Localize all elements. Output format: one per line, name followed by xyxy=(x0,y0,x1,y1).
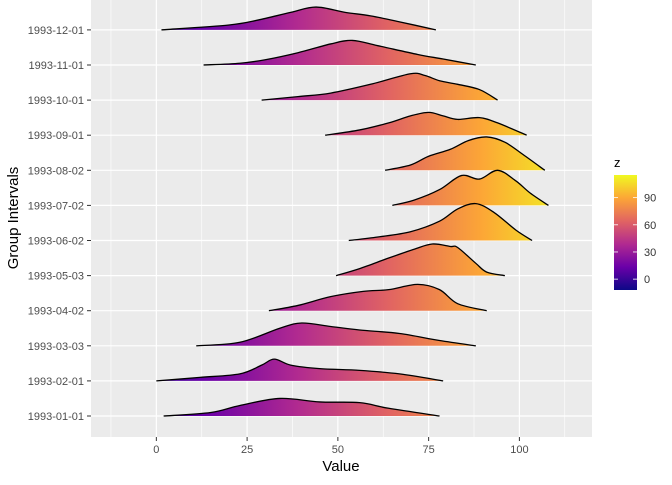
ridge-line-1993-01-01 xyxy=(163,397,440,417)
x-tick-label: 25 xyxy=(241,444,253,456)
ridge-fill-1993-10-01 xyxy=(261,73,498,101)
ridge-line-1993-03-03 xyxy=(196,322,476,347)
colorbar-label: 0 xyxy=(644,274,650,286)
ridge-line-1993-05-03 xyxy=(335,243,505,277)
legend: z 0 30 60 90 xyxy=(614,155,656,290)
y-tick-label: 1993-09-01 xyxy=(28,130,84,142)
ridge-line-1993-09-01 xyxy=(325,111,527,136)
ridge-fill-1993-01-01 xyxy=(163,398,440,416)
ridge-fill-1993-06-02 xyxy=(348,203,533,241)
ridge-line-1993-04-02 xyxy=(268,283,487,312)
y-tick-label: 1993-07-02 xyxy=(28,200,84,212)
y-tick-label: 1993-02-01 xyxy=(28,376,84,388)
ridge-line-1993-08-02 xyxy=(384,136,546,171)
x-tick-label: 100 xyxy=(510,444,528,456)
ridge-line-1993-10-01 xyxy=(261,72,498,101)
y-tick-label: 1993-10-01 xyxy=(28,95,84,107)
ridge-line-1993-11-01 xyxy=(203,39,476,66)
ridge-fill-1993-12-01 xyxy=(161,7,436,30)
colorbar-label: 30 xyxy=(644,247,656,259)
x-axis-title: Value xyxy=(322,458,359,475)
x-tick-label: 50 xyxy=(332,444,344,456)
y-tick-label: 1993-06-02 xyxy=(28,236,84,248)
colorbar xyxy=(614,175,637,290)
ridge-line-1993-07-02 xyxy=(392,169,549,207)
x-axis: 0 25 50 75 100 xyxy=(153,437,529,456)
ridge-line-1993-12-01 xyxy=(161,6,437,31)
y-axis: 1993-01-01 1993-02-01 1993-03-03 1993-04-02… xyxy=(28,25,91,423)
y-tick-label: 1993-08-02 xyxy=(28,165,84,177)
ridge-fill-1993-04-02 xyxy=(268,284,487,311)
ridges xyxy=(156,6,549,417)
y-tick-label: 1993-12-01 xyxy=(28,25,84,37)
plot-panel xyxy=(91,0,592,437)
ridge-line-1993-06-02 xyxy=(348,202,533,242)
y-tick-label: 1993-01-01 xyxy=(28,411,84,423)
colorbar-label: 90 xyxy=(644,193,656,205)
x-tick-label: 0 xyxy=(153,444,159,456)
y-axis-title: Group Intervals xyxy=(5,167,22,270)
y-tick-label: 1993-03-03 xyxy=(28,341,84,353)
ridge-fill-1993-07-02 xyxy=(392,170,549,206)
y-tick-label: 1993-05-03 xyxy=(28,271,84,283)
y-tick-label: 1993-11-01 xyxy=(29,60,84,72)
y-tick-label: 1993-04-02 xyxy=(28,306,84,318)
ridge-fill-1993-08-02 xyxy=(385,136,545,171)
ridge-line-1993-02-01 xyxy=(156,358,444,382)
ridge-fill-1993-03-03 xyxy=(196,322,476,346)
legend-title: z xyxy=(614,155,621,170)
x-tick-label: 75 xyxy=(423,444,435,456)
colorbar-label: 60 xyxy=(644,220,656,232)
